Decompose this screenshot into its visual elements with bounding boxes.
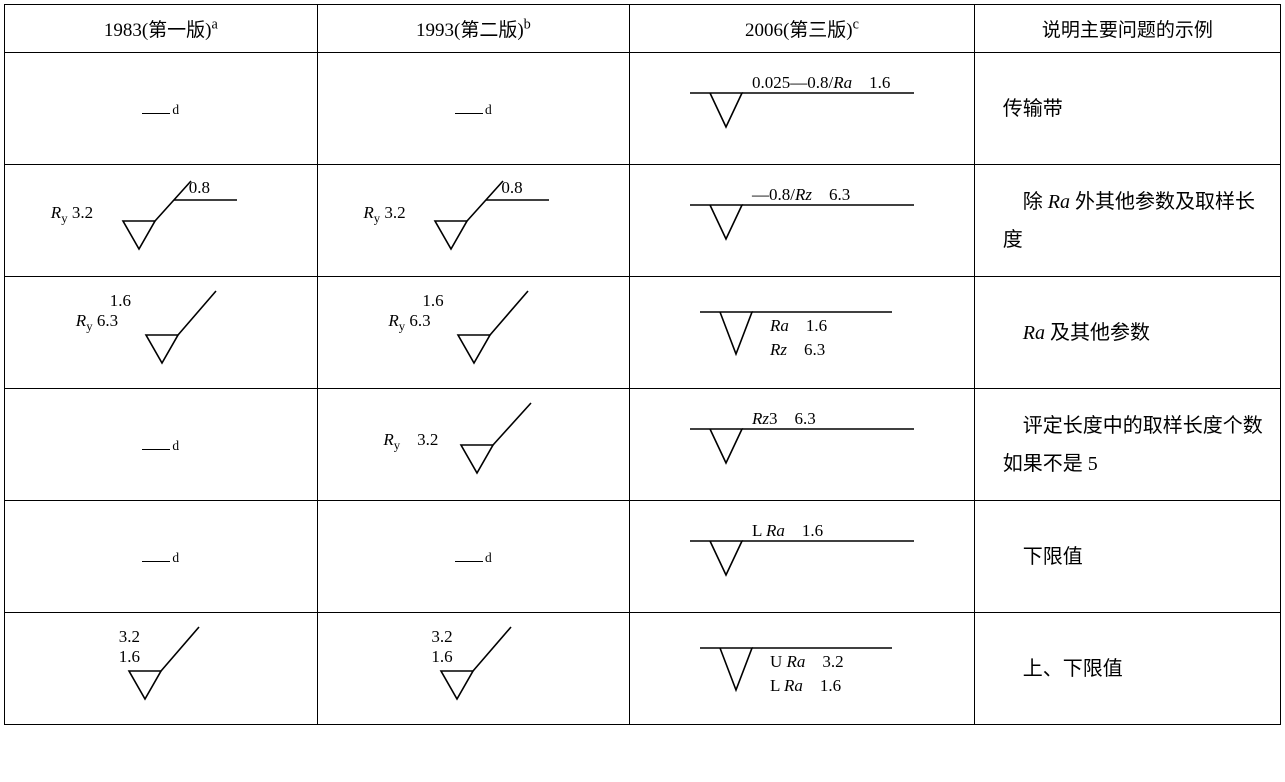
cell-1993: 3.21.6 [317,613,630,725]
cell-2006: 0.025—0.8/Ra 1.6 [630,53,975,165]
surface-symbol-ry-box: Ry 3.2 0.8 [363,181,583,260]
header-row: 1983(第一版)a 1993(第二版)b 2006(第三版)c 说明主要问题的… [5,5,1281,53]
cell-2006: —0.8/Rz 6.3 [630,165,975,277]
cell-2006: Ra 1.6Rz 6.3 [630,277,975,389]
cell-1993: 1.6Ry 6.3 [317,277,630,389]
cell-desc: 除 Ra 外其他参数及取样长度 [974,165,1280,277]
cell-desc: 评定长度中的取样长度个数如果不是 5 [974,389,1280,501]
dash-d-mark: d [455,102,492,118]
surface-symbol-flag: —0.8/Rz 6.3 [682,181,922,260]
table-row: Ry 3.2 0.8 Ry 3.2 0.8 —0.8/Rz 6.3 除 Ra 外… [5,165,1281,277]
cell-1983: d [5,53,318,165]
cell-desc: 传输带 [974,53,1280,165]
table-row: d d L Ra 1.6 下限值 [5,501,1281,613]
dash-d-mark: d [142,102,179,118]
table-row: d Ry 3.2 Rz3 6.3 评定长度中的取样长度个数如果不是 5 [5,389,1281,501]
header-1983: 1983(第一版)a [5,5,318,53]
cell-1983: Ry 3.2 0.8 [5,165,318,277]
dash-d-mark: d [455,550,492,566]
surface-symbol-flag: Rz3 6.3 [682,405,922,484]
surface-symbol-flag-2line: U Ra 3.2L Ra 1.6 [692,626,912,711]
surface-symbol-stack: 1.6Ry 6.3 [388,291,558,374]
surface-symbol-flag: L Ra 1.6 [682,517,922,596]
surface-symbol-stack: 1.6Ry 6.3 [76,291,246,374]
cell-2006: L Ra 1.6 [630,501,975,613]
dash-d-mark: d [142,438,179,454]
cell-desc: 下限值 [974,501,1280,613]
cell-desc: 上、下限值 [974,613,1280,725]
comparison-table: 1983(第一版)a 1993(第二版)b 2006(第三版)c 说明主要问题的… [4,4,1281,725]
cell-2006: Rz3 6.3 [630,389,975,501]
cell-1993: Ry 3.2 [317,389,630,501]
cell-1993: d [317,501,630,613]
surface-symbol-ry-box: Ry 3.2 0.8 [51,181,271,260]
header-1993: 1993(第二版)b [317,5,630,53]
dash-d-mark: d [142,550,179,566]
cell-desc: Ra 及其他参数 [974,277,1280,389]
cell-1983: d [5,501,318,613]
cell-1983: 3.21.6 [5,613,318,725]
cell-2006: U Ra 3.2L Ra 1.6 [630,613,975,725]
surface-symbol-stack-plain: 3.21.6 [403,627,543,710]
cell-1993: Ry 3.2 0.8 [317,165,630,277]
header-desc: 说明主要问题的示例 [974,5,1280,53]
surface-symbol-single: Ry 3.2 [383,405,563,484]
surface-symbol-flag: 0.025—0.8/Ra 1.6 [682,69,922,148]
table-row: 1.6Ry 6.3 1.6Ry 6.3 Ra 1.6Rz 6.3 Ra 及其他参… [5,277,1281,389]
surface-symbol-flag-2line: Ra 1.6Rz 6.3 [692,290,912,375]
table-row: 3.21.6 3.21.6 U Ra 3.2L Ra 1.6 上、下限值 [5,613,1281,725]
cell-1993: d [317,53,630,165]
header-2006: 2006(第三版)c [630,5,975,53]
surface-symbol-stack-plain: 3.21.6 [91,627,231,710]
cell-1983: 1.6Ry 6.3 [5,277,318,389]
table-row: d d 0.025—0.8/Ra 1.6 传输带 [5,53,1281,165]
cell-1983: d [5,389,318,501]
